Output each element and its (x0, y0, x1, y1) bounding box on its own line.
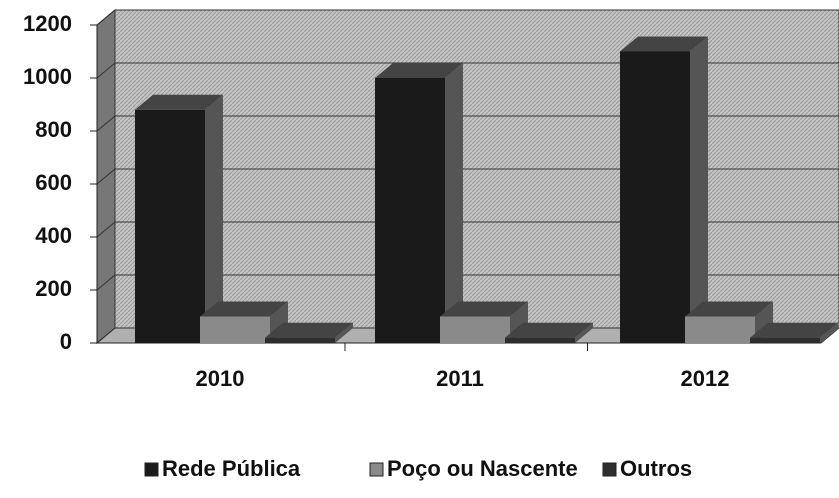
y-tick-label: 200 (35, 276, 72, 301)
legend-swatch (369, 462, 384, 477)
bar (685, 316, 755, 343)
grid-line (96, 327, 116, 344)
bar-top (440, 301, 528, 317)
bar-top (200, 301, 288, 317)
bar-top (505, 322, 593, 338)
bar (505, 337, 575, 343)
legend-label: Outros (620, 456, 692, 481)
bar-top (750, 322, 838, 338)
x-tick-label: 2010 (196, 366, 245, 391)
y-tick-label: 0 (60, 329, 72, 354)
legend-label: Rede Pública (162, 456, 301, 481)
y-tick-label: 600 (35, 170, 72, 195)
bar-side (445, 63, 463, 343)
bar-side (335, 322, 353, 343)
bar (440, 316, 510, 343)
grid-line (96, 274, 116, 291)
bar (200, 316, 270, 343)
grid-line (96, 168, 116, 185)
bar (265, 337, 335, 343)
bar (750, 337, 820, 343)
bar-top (620, 36, 708, 52)
grid-line (96, 115, 116, 132)
bar-top (135, 94, 223, 110)
bar-top (375, 63, 463, 78)
grid-line (96, 9, 116, 26)
bar-side (575, 322, 593, 343)
legend-label: Poço ou Nascente (387, 456, 578, 481)
bar (375, 78, 445, 343)
bar-side (205, 94, 223, 343)
bar (620, 51, 690, 343)
legend-swatch (602, 462, 617, 477)
y-tick-label: 800 (35, 117, 72, 142)
y-tick-label: 1000 (23, 64, 72, 89)
x-tick-label: 2011 (436, 366, 484, 391)
bar-top (685, 301, 773, 317)
bar-side (690, 36, 708, 343)
x-tick-label: 2012 (681, 366, 730, 391)
bar-side (820, 322, 838, 343)
bar-top (265, 322, 353, 338)
legend-swatch (144, 462, 159, 477)
y-tick-label: 1200 (23, 11, 72, 36)
grid-line (96, 62, 116, 79)
bar (135, 109, 205, 343)
grid-line (96, 221, 116, 238)
y-tick-label: 400 (35, 223, 72, 248)
